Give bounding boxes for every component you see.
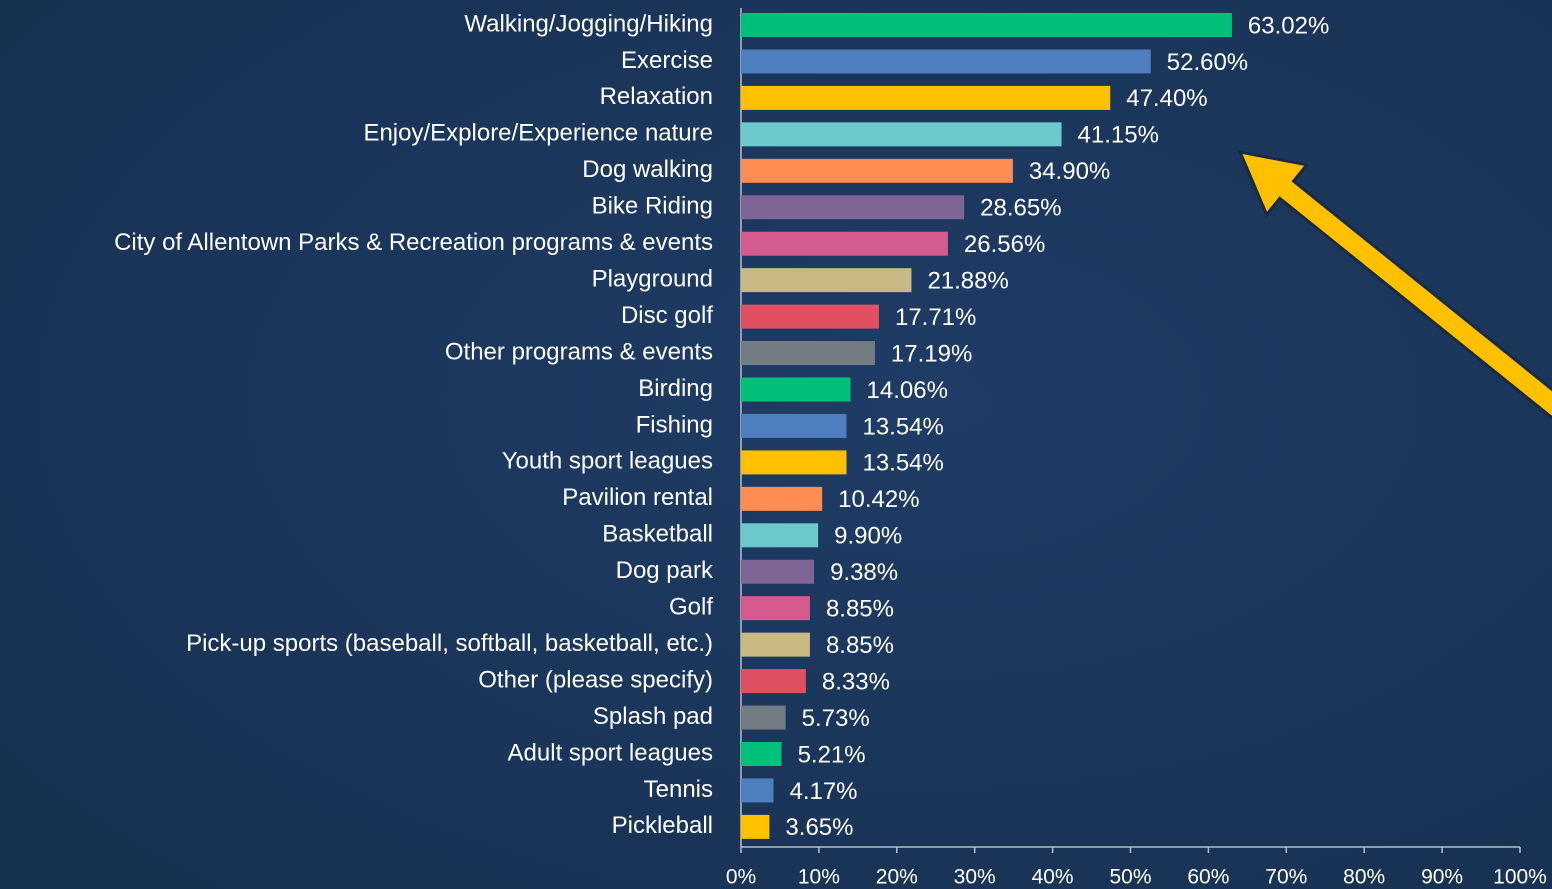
bar	[741, 486, 823, 511]
category-label: Disc golf	[621, 302, 713, 329]
bar	[741, 49, 1151, 74]
category-label: Walking/Jogging/Hiking	[464, 10, 713, 37]
x-tick-label: 30%	[954, 866, 996, 889]
category-label: Playground	[592, 265, 713, 292]
category-label: Golf	[669, 594, 713, 621]
x-tick-label: 20%	[876, 866, 918, 889]
value-label: 10.42%	[838, 486, 919, 513]
x-tick-label: 10%	[798, 866, 840, 889]
category-label: Basketball	[602, 521, 713, 548]
category-label: Relaxation	[600, 83, 713, 110]
value-label: 5.21%	[798, 741, 866, 768]
bar	[741, 85, 1111, 110]
value-label: 9.38%	[830, 559, 898, 586]
category-label: Dog walking	[582, 156, 713, 183]
category-label: City of Allentown Parks & Recreation pro…	[114, 229, 713, 256]
category-label: Pickleball	[612, 812, 713, 839]
value-label: 17.19%	[891, 340, 972, 367]
bar	[741, 632, 810, 657]
bar	[741, 778, 774, 803]
category-label: Exercise	[621, 47, 713, 74]
category-label: Tennis	[644, 776, 713, 803]
category-label: Bike Riding	[592, 193, 713, 220]
value-label: 8.85%	[826, 596, 894, 623]
category-label: Other (please specify)	[478, 666, 713, 693]
value-label: 63.02%	[1248, 12, 1329, 39]
value-label: 26.56%	[964, 231, 1045, 258]
category-label: Adult sport leagues	[508, 739, 713, 766]
category-label: Splash pad	[593, 703, 713, 730]
bar	[741, 13, 1232, 37]
value-label: 8.33%	[822, 668, 890, 695]
x-tick-label: 40%	[1032, 866, 1074, 889]
bar	[741, 742, 782, 766]
bar	[741, 195, 965, 220]
arrow	[1237, 149, 1552, 420]
category-label: Enjoy/Explore/Experience nature	[363, 120, 713, 147]
value-label: 21.88%	[927, 267, 1008, 294]
bar	[741, 450, 847, 475]
bar	[741, 377, 851, 402]
value-label: 8.85%	[826, 632, 894, 659]
category-label: Other programs & events	[445, 338, 713, 365]
value-label: 3.65%	[785, 814, 853, 841]
x-tick-label: 60%	[1187, 866, 1229, 889]
bar	[741, 231, 948, 256]
category-label: Dog park	[616, 557, 714, 584]
value-label: 4.17%	[789, 778, 857, 805]
category-label: Birding	[638, 375, 713, 402]
x-tick-label: 80%	[1343, 866, 1385, 889]
category-label: Pick-up sports (baseball, softball, bask…	[186, 630, 713, 657]
value-label: 14.06%	[867, 377, 948, 404]
bar	[741, 413, 847, 438]
x-tick-label: 50%	[1109, 866, 1151, 889]
bar	[741, 158, 1013, 183]
value-label: 13.54%	[862, 413, 943, 440]
value-label: 47.40%	[1126, 85, 1207, 112]
category-label: Youth sport leagues	[502, 448, 713, 475]
value-label: 9.90%	[834, 523, 902, 550]
bar	[741, 122, 1062, 147]
bar	[741, 523, 819, 548]
value-label: 5.73%	[802, 705, 870, 732]
x-tick-label: 0%	[726, 866, 756, 889]
x-tick-label: 90%	[1421, 866, 1463, 889]
x-tick-label: 100%	[1493, 866, 1547, 889]
bar	[741, 705, 786, 730]
category-label: Pavilion rental	[562, 484, 713, 511]
bar	[741, 669, 806, 694]
bar	[741, 559, 815, 584]
value-label: 52.60%	[1167, 49, 1248, 76]
value-label: 41.15%	[1078, 122, 1159, 149]
bar	[741, 268, 912, 293]
value-label: 34.90%	[1029, 158, 1110, 185]
value-label: 13.54%	[862, 450, 943, 477]
value-label: 28.65%	[980, 195, 1061, 222]
bar	[741, 814, 770, 839]
x-tick-label: 70%	[1265, 866, 1307, 889]
bar	[741, 341, 875, 366]
bar	[741, 596, 810, 621]
bar	[741, 304, 879, 329]
category-label: Fishing	[636, 411, 713, 438]
value-label: 17.71%	[895, 304, 976, 331]
